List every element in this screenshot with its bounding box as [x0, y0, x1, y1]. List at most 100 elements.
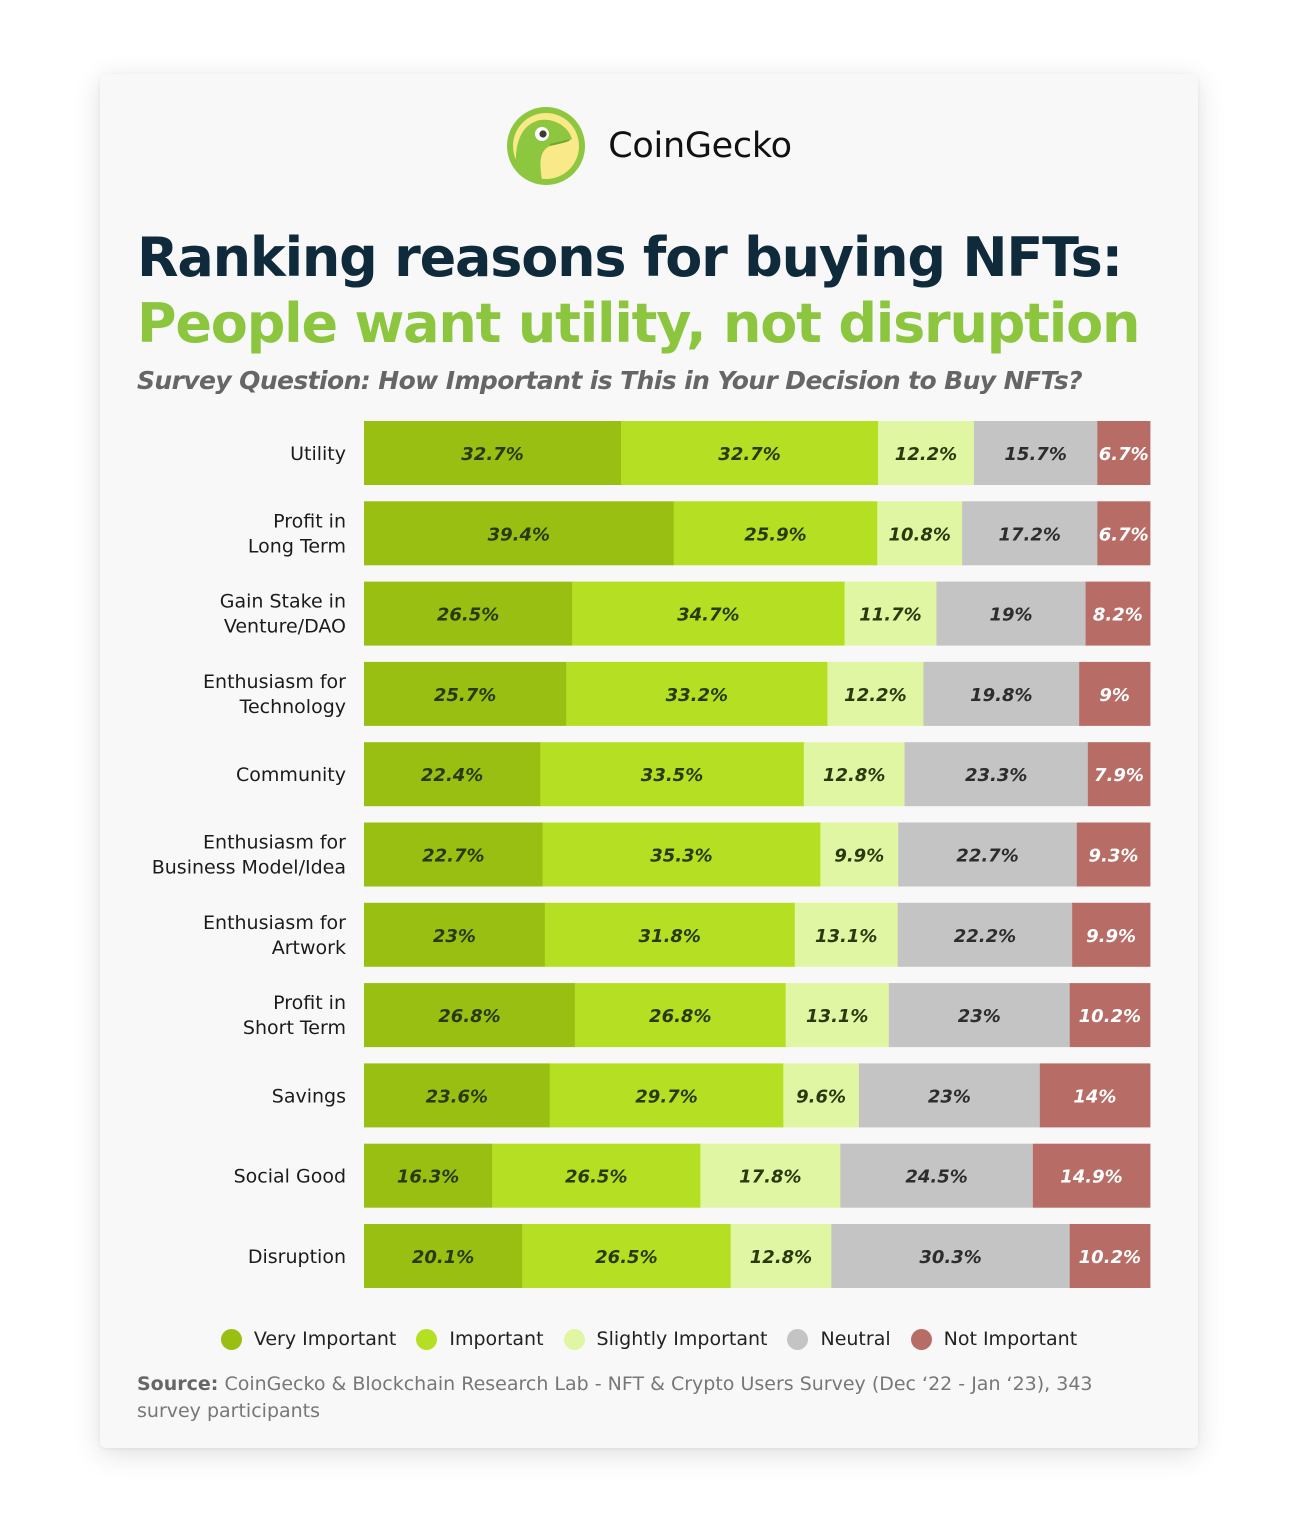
category-label-line: Utility: [290, 443, 346, 465]
bar-value-label: 32.7%: [461, 444, 523, 465]
bar-value-label: 23%: [433, 926, 476, 947]
legend-label: Neutral: [820, 1328, 891, 1350]
bar-value-label: 29.7%: [635, 1086, 697, 1107]
category-label-line: Disruption: [248, 1246, 346, 1268]
bar-segment: [1072, 902, 1151, 967]
bar-value-label: 12.8%: [750, 1247, 812, 1268]
category-label: Disruption: [248, 1246, 346, 1268]
legend-item: Neutral: [787, 1328, 891, 1350]
legend-label: Important: [449, 1328, 544, 1350]
bar-value-label: 10.2%: [1079, 1006, 1141, 1027]
bar-value-label: 23%: [928, 1086, 971, 1107]
bar-value-label: 23%: [958, 1006, 1001, 1027]
category-label: Social Good: [234, 1166, 346, 1188]
bar-value-label: 9.6%: [796, 1086, 846, 1107]
brand-name: CoinGecko: [608, 126, 792, 166]
bar-value-label: 22.7%: [422, 846, 484, 867]
legend-item: Slightly Important: [563, 1328, 767, 1350]
bar-value-label: 7.9%: [1094, 765, 1144, 786]
bar-segment: [831, 1224, 1071, 1288]
bar-segment: [1069, 1224, 1151, 1288]
bar-segment: [364, 661, 567, 726]
bar-value-label: 15.7%: [1004, 444, 1066, 465]
bar-value-label: 6.7%: [1099, 524, 1149, 545]
category-label: Gain Stake in Venture/DAO: [220, 591, 346, 638]
bar-segment: [858, 1063, 1041, 1128]
category-label-line: Profit in: [273, 992, 346, 1014]
bar-value-label: 31.8%: [639, 926, 701, 947]
bar-segment: [936, 581, 1087, 646]
bar-segment: [364, 581, 573, 646]
bar-value-label: 25.9%: [744, 524, 806, 545]
bar-segment: [840, 1143, 1034, 1208]
bar-segment: [844, 581, 937, 646]
bar-value-label: 11.7%: [859, 605, 921, 626]
bar-segment: [973, 421, 1098, 485]
bar-segment: [803, 742, 905, 807]
bar-segment: [1076, 822, 1151, 887]
legend-dot-icon: [910, 1328, 932, 1350]
bar-value-label: 33.5%: [641, 765, 703, 786]
bar-segment: [730, 1224, 832, 1288]
category-label: Savings: [272, 1085, 346, 1107]
legend-dot-icon: [416, 1328, 438, 1350]
chart-legend: Very Important Important Slightly Importan…: [100, 1324, 1198, 1354]
bar-value-label: 26.5%: [595, 1247, 657, 1268]
bar-value-label: 9.9%: [1086, 926, 1136, 947]
bar-segment: [700, 1143, 841, 1208]
bar-value-label: 26.8%: [649, 1006, 711, 1027]
bar-segment: [785, 983, 890, 1048]
bar-segment: [492, 1143, 701, 1208]
bar-segment: [364, 501, 675, 566]
bar-segment: [540, 742, 805, 807]
category-label-line: Enthusiasm for: [203, 671, 346, 693]
bar-segment: [904, 742, 1089, 807]
bar-value-label: 22.4%: [421, 765, 483, 786]
bar-segment: [364, 1063, 551, 1128]
category-label: Community: [236, 764, 346, 786]
bar-segment: [522, 1224, 732, 1288]
bar-segment: [794, 902, 899, 967]
legend-label: Not Important: [943, 1328, 1078, 1350]
bar-segment: [572, 581, 845, 646]
bar-value-label: 9%: [1099, 685, 1130, 706]
bar-segment: [364, 983, 576, 1048]
bar-segment: [1032, 1143, 1151, 1208]
bar-segment: [544, 902, 796, 967]
bar-segment: [542, 822, 821, 887]
legend-item: Important: [416, 1328, 544, 1350]
bar-value-label: 9.3%: [1088, 846, 1138, 867]
stacked-bar-chart: Utility 32.7% 32.7% 12.2% 15.7% 6.7% Profit in…: [152, 421, 1151, 1288]
bar-value-label: 10.8%: [888, 524, 950, 545]
chart-title: Ranking reasons for buying NFTs:: [137, 226, 1123, 289]
bar-segment: [566, 661, 828, 726]
source-text: CoinGecko & Blockchain Research Lab - NF…: [137, 1373, 1093, 1422]
bar-value-label: 23.3%: [965, 765, 1027, 786]
legend-dot-icon: [220, 1328, 242, 1350]
bar-value-label: 26.5%: [437, 605, 499, 626]
bar-value-label: 14%: [1073, 1086, 1116, 1107]
bar-segment: [621, 421, 879, 485]
category-label-line: Technology: [239, 696, 346, 718]
bar-value-label: 12.2%: [895, 444, 957, 465]
source-note: Source: CoinGecko & Blockchain Research …: [137, 1371, 1157, 1425]
bar-segment: [574, 983, 787, 1048]
bar-value-label: 17.8%: [739, 1167, 801, 1188]
bar-segment: [364, 421, 622, 485]
bar-segment: [1079, 661, 1151, 726]
category-label-line: Short Term: [243, 1017, 346, 1039]
bar-value-label: 23.6%: [426, 1086, 488, 1107]
bar-value-label: 19.8%: [970, 685, 1032, 706]
category-label-line: Community: [236, 764, 346, 786]
category-label-line: Long Term: [248, 535, 346, 557]
category-label-line: Venture/DAO: [224, 616, 346, 638]
bar-segment: [877, 501, 963, 566]
bar-value-label: 35.3%: [650, 846, 712, 867]
bar-segment: [1085, 581, 1151, 646]
bar-segment: [364, 822, 544, 887]
source-label: Source:: [137, 1373, 219, 1395]
bar-value-label: 14.9%: [1060, 1167, 1122, 1188]
bar-value-label: 12.2%: [844, 685, 906, 706]
category-label-line: Enthusiasm for: [203, 912, 346, 934]
legend-dot-icon: [787, 1328, 809, 1350]
